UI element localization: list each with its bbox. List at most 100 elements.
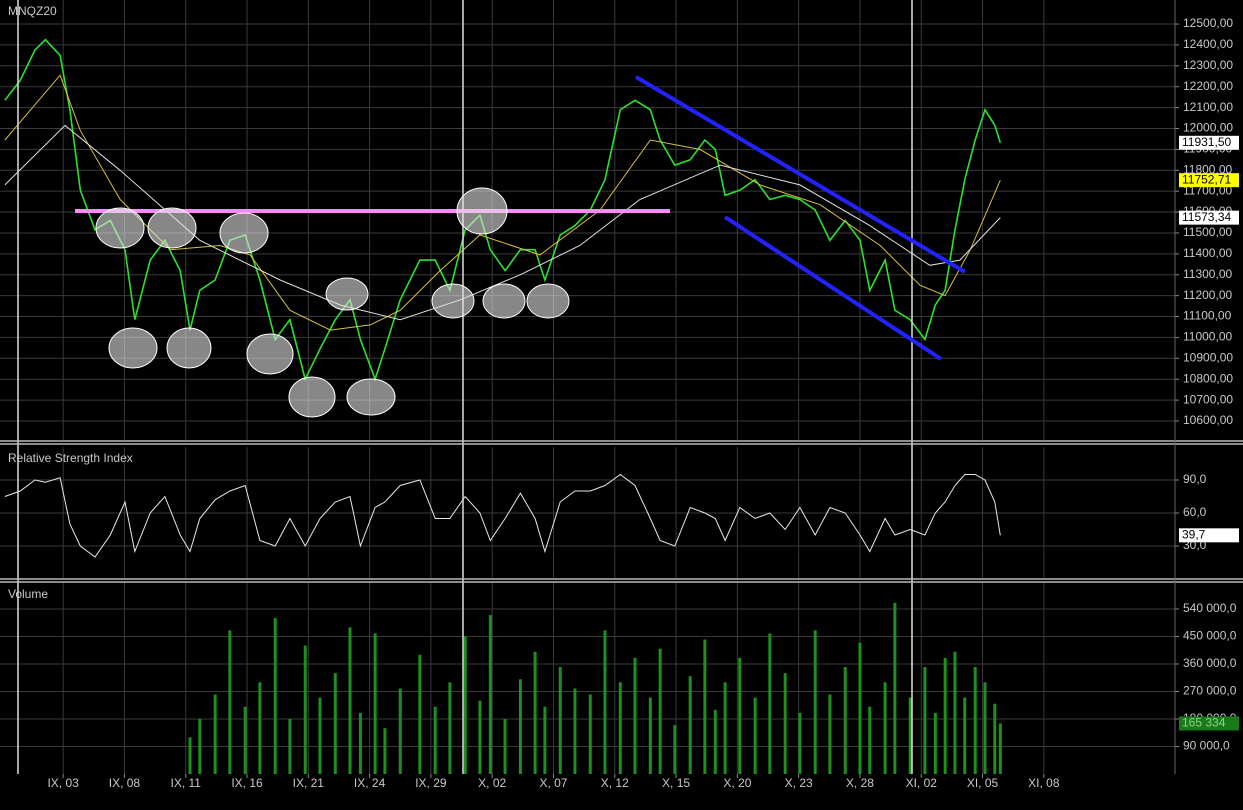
volume-bar: [448, 682, 452, 774]
x-tick-label: IX, 16: [231, 776, 263, 790]
volume-bar: [723, 682, 727, 774]
last-value-label: 39,7: [1182, 528, 1206, 542]
channel-line: [723, 215, 943, 361]
volume-bar: [418, 654, 422, 774]
y-tick-label: 11000,00: [1183, 330, 1232, 344]
y-tick-label: 450 000,0: [1183, 629, 1237, 643]
y-tick-label: 11400,00: [1183, 246, 1232, 260]
volume-bar: [813, 630, 817, 774]
volume-bar: [738, 657, 742, 774]
y-tick-label: 12000,00: [1183, 121, 1233, 135]
volume-bar: [558, 667, 562, 774]
volume-bar: [588, 694, 592, 774]
y-tick-label: 12300,00: [1183, 58, 1233, 72]
volume-bar: [963, 697, 967, 774]
y-tick-label: 10900,00: [1183, 350, 1233, 364]
y-tick-label: 11300,00: [1183, 267, 1232, 281]
highlight-ellipse: [288, 376, 336, 418]
volume-bar: [933, 712, 937, 774]
y-tick-label: 11200,00: [1183, 288, 1232, 302]
volume-bar: [908, 697, 912, 774]
x-tick-label: XI, 05: [967, 776, 999, 790]
volume-bar: [753, 697, 757, 774]
volume-bar: [518, 679, 522, 774]
x-tick-label: X, 20: [723, 776, 751, 790]
x-tick-label: IX, 21: [293, 776, 325, 790]
highlight-ellipse: [166, 327, 212, 369]
volume-bar: [633, 657, 637, 774]
highlight-ellipse: [246, 333, 294, 375]
volume-bar: [333, 673, 337, 774]
volume-bar: [713, 709, 717, 774]
volume-bar: [843, 667, 847, 774]
x-tick-label: IX, 11: [170, 776, 201, 790]
series-line: [4, 38, 1002, 382]
last-value-label: 11752,71: [1182, 172, 1231, 186]
volume-bar: [503, 718, 507, 774]
volume-bar: [358, 712, 362, 774]
volume-bar: [998, 723, 1002, 774]
highlight-ellipse: [108, 327, 158, 369]
volume-bar: [953, 651, 957, 774]
y-tick-label: 12500,00: [1183, 16, 1233, 30]
x-tick-label: IX, 03: [47, 776, 79, 790]
volume-bar: [658, 648, 662, 774]
series-line: [4, 473, 1001, 558]
volume-bar: [783, 673, 787, 774]
volume-bar: [648, 697, 652, 774]
volume-bar: [943, 657, 947, 774]
y-tick-label: 12200,00: [1183, 79, 1233, 93]
y-tick-label: 12400,00: [1183, 37, 1233, 51]
volume-bar: [603, 630, 607, 774]
volume-bar: [828, 694, 832, 774]
highlight-ellipse: [325, 277, 369, 311]
volume-bar: [923, 667, 927, 774]
volume-bar: [673, 725, 677, 774]
y-tick-label: 10800,00: [1183, 371, 1233, 385]
volume-bar: [543, 706, 547, 774]
volume-bar: [348, 627, 352, 774]
volume-bar: [883, 682, 887, 774]
x-tick-label: IX, 24: [354, 776, 386, 790]
y-tick-label: 12100,00: [1183, 100, 1233, 114]
last-value-box: [1179, 528, 1239, 543]
last-value-label: 165 334: [1182, 716, 1226, 730]
volume-bar: [488, 615, 492, 774]
volume-bar: [993, 703, 997, 774]
last-value-box: [1179, 135, 1239, 150]
y-tick-label: 11500,00: [1183, 225, 1232, 239]
volume-bar: [383, 728, 387, 774]
highlight-ellipse: [482, 283, 526, 319]
last-value-label: 11931,50: [1182, 135, 1231, 149]
x-tick-label: IX, 08: [109, 776, 141, 790]
x-tick-label: X, 02: [478, 776, 506, 790]
volume-bar: [273, 618, 277, 774]
y-tick-label: 10600,00: [1183, 413, 1233, 427]
volume-bar: [228, 630, 232, 774]
channel-line: [634, 75, 967, 274]
last-value-box: [1179, 210, 1239, 225]
volume-bar: [573, 688, 577, 774]
x-tick-label: X, 23: [785, 776, 813, 790]
volume-bar: [768, 633, 772, 774]
volume-bar: [463, 636, 467, 774]
volume-bar: [318, 697, 322, 774]
highlight-ellipse: [346, 378, 396, 416]
highlight-ellipse: [219, 212, 269, 254]
last-value-box: [1179, 716, 1239, 731]
volume-bar: [188, 737, 192, 774]
volume-bar: [288, 718, 292, 774]
y-tick-label: 270 000,0: [1183, 684, 1237, 698]
y-tick-label: 90,0: [1183, 472, 1207, 486]
panel-title: MNQZ20: [8, 4, 57, 18]
volume-bar: [893, 602, 897, 774]
volume-bar: [983, 682, 987, 774]
last-value-box: [1179, 173, 1239, 188]
y-tick-label: 11100,00: [1183, 309, 1232, 323]
volume-bar: [213, 694, 217, 774]
y-tick-label: 90 000,0: [1183, 739, 1230, 753]
x-tick-label: XI, 02: [906, 776, 938, 790]
panel-title: Relative Strength Index: [8, 451, 133, 465]
